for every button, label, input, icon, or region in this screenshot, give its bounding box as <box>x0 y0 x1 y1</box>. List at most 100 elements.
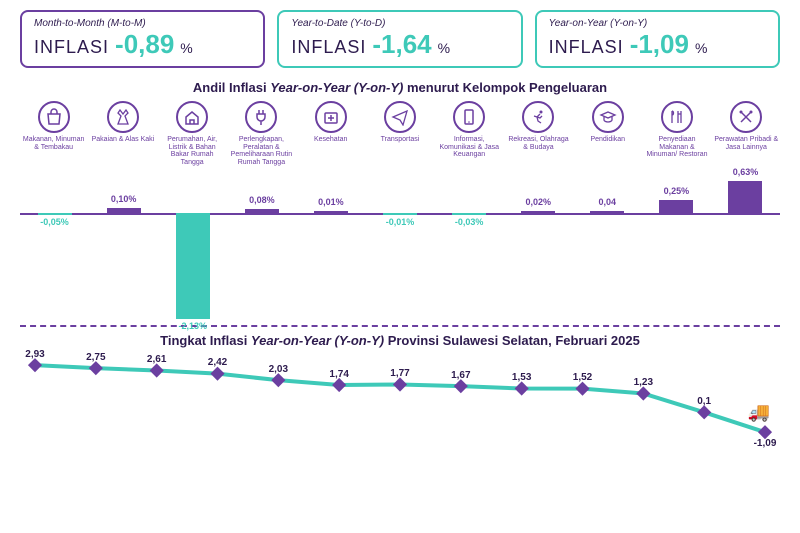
bar-chart-bars: -0,05%0,10%-2,13%0,08%0,01%-0,01%-0,03%0… <box>20 173 780 323</box>
stat-label: Month-to-Month (M-to-M) <box>34 18 251 29</box>
bar-value-label: -0,05% <box>31 217 79 227</box>
category-item: Informasi, Komunikasi & Jasa Keuangan <box>436 101 503 167</box>
category-label: Makanan, Minuman & Tembakau <box>22 136 86 151</box>
line-point-label: 2,93 <box>25 349 44 360</box>
category-label: Pakaian & Alas Kaki <box>92 136 155 144</box>
bar-column: 0,02% <box>504 173 573 323</box>
stat-pct: % <box>438 40 450 56</box>
bar <box>659 200 693 213</box>
bar-column: 0,04 <box>573 173 642 323</box>
bar-value-label: 0,02% <box>514 197 562 207</box>
line-point-label: 1,74 <box>329 369 348 380</box>
bar-value-label: 0,01% <box>307 197 355 207</box>
bar <box>521 211 555 213</box>
line-chart: 🚚 2,932,752,612,422,031,741,771,671,531,… <box>20 354 780 449</box>
stat-pct: % <box>180 40 192 56</box>
medkit-icon <box>315 101 347 133</box>
stat-pct: % <box>695 40 707 56</box>
phone-icon <box>453 101 485 133</box>
line-point-label: -1,09 <box>754 438 777 449</box>
stat-box: Month-to-Month (M-to-M) INFLASI -0,89 % <box>20 10 265 68</box>
category-item: Kesehatan <box>297 101 364 167</box>
section1-title: Andil Inflasi Year-on-Year (Y-on-Y) menu… <box>0 80 800 95</box>
line-marker <box>28 358 42 372</box>
truck-icon: 🚚 <box>748 402 770 423</box>
title-text: Provinsi Sulawesi Selatan, Februari 2025 <box>384 333 640 348</box>
bar <box>728 181 762 213</box>
stat-label: Year-on-Year (Y-on-Y) <box>549 18 766 29</box>
bar <box>452 213 486 215</box>
line-point-label: 1,77 <box>390 368 409 379</box>
line-point-label: 1,67 <box>451 370 470 381</box>
grad-icon <box>592 101 624 133</box>
stat-value: -0,89 <box>115 29 174 60</box>
bar-value-label: 0,04 <box>583 197 631 207</box>
run-icon <box>522 101 554 133</box>
bar <box>590 211 624 213</box>
section2-title: Tingkat Inflasi Year-on-Year (Y-on-Y) Pr… <box>0 333 800 348</box>
category-item: Perawatan Pribadi & Jasa Lainnya <box>713 101 780 167</box>
line-point-label: 0,1 <box>697 396 711 407</box>
category-label: Perawatan Pribadi & Jasa Lainnya <box>714 136 778 151</box>
dress-icon <box>107 101 139 133</box>
line-marker <box>697 405 711 419</box>
line-marker <box>454 379 468 393</box>
category-label: Perumahan, Air, Listrik & Bahan Bakar Ru… <box>160 136 224 167</box>
category-item: Makanan, Minuman & Tembakau <box>20 101 87 167</box>
plane-icon <box>384 101 416 133</box>
section-divider <box>20 325 780 327</box>
bar-chart: -0,05%0,10%-2,13%0,08%0,01%-0,01%-0,03%0… <box>20 173 780 323</box>
title-text: menurut Kelompok Pengeluaran <box>403 80 607 95</box>
category-item: Penyediaan Makanan & Minuman/ Restoran <box>643 101 710 167</box>
line-marker <box>89 361 103 375</box>
line-point-label: 1,52 <box>573 372 592 383</box>
tools-icon <box>730 101 762 133</box>
title-text: Andil Inflasi <box>193 80 270 95</box>
category-label: Perlengkapan, Peralatan & Pemeliharaan R… <box>229 136 293 167</box>
line-marker <box>150 363 164 377</box>
line-point-label: 2,03 <box>269 364 288 375</box>
category-item: Perlengkapan, Peralatan & Pemeliharaan R… <box>228 101 295 167</box>
stat-value: -1,09 <box>630 29 689 60</box>
stat-title: INFLASI <box>34 37 109 58</box>
category-item: Transportasi <box>366 101 433 167</box>
bar-column: -0,05% <box>20 173 89 323</box>
line-marker <box>332 378 346 392</box>
line-marker <box>210 366 224 380</box>
bar-value-label: 0,08% <box>238 195 286 205</box>
bar-column: 0,10% <box>89 173 158 323</box>
bar-column: -0,03% <box>435 173 504 323</box>
top-stat-boxes: Month-to-Month (M-to-M) INFLASI -0,89 % … <box>0 0 800 76</box>
bar-column: 0,08% <box>227 173 296 323</box>
title-italic: Year-on-Year (Y-on-Y) <box>251 333 384 348</box>
bar <box>314 211 348 213</box>
bar-value-label: 0,25% <box>652 186 700 196</box>
house-icon <box>176 101 208 133</box>
bar-value-label: -0,03% <box>445 217 493 227</box>
category-label: Kesehatan <box>314 136 347 144</box>
stat-box: Year-to-Date (Y-to-D) INFLASI -1,64 % <box>277 10 522 68</box>
line-marker <box>758 425 772 439</box>
stat-title: INFLASI <box>549 37 624 58</box>
bar-value-label: -2,13% <box>169 321 217 331</box>
category-item: Pakaian & Alas Kaki <box>89 101 156 167</box>
line-point-label: 1,53 <box>512 372 531 383</box>
line-marker <box>636 386 650 400</box>
bar <box>107 208 141 213</box>
bar-column: 0,01% <box>296 173 365 323</box>
stat-label: Year-to-Date (Y-to-D) <box>291 18 508 29</box>
bar-value-label: -0,01% <box>376 217 424 227</box>
bar-value-label: 0,10% <box>100 194 148 204</box>
bar <box>176 213 210 320</box>
bar <box>383 213 417 215</box>
category-label: Rekreasi, Olahraga & Budaya <box>506 136 570 151</box>
category-item: Perumahan, Air, Listrik & Bahan Bakar Ru… <box>159 101 226 167</box>
bar-column: -0,01% <box>365 173 434 323</box>
category-icons-row: Makanan, Minuman & Tembakau Pakaian & Al… <box>0 101 800 167</box>
line-point-label: 2,42 <box>208 357 227 368</box>
line-marker <box>575 381 589 395</box>
category-label: Informasi, Komunikasi & Jasa Keuangan <box>437 136 501 159</box>
line-marker <box>515 381 529 395</box>
title-italic: Year-on-Year (Y-on-Y) <box>270 80 403 95</box>
category-label: Pendidikan <box>590 136 625 144</box>
